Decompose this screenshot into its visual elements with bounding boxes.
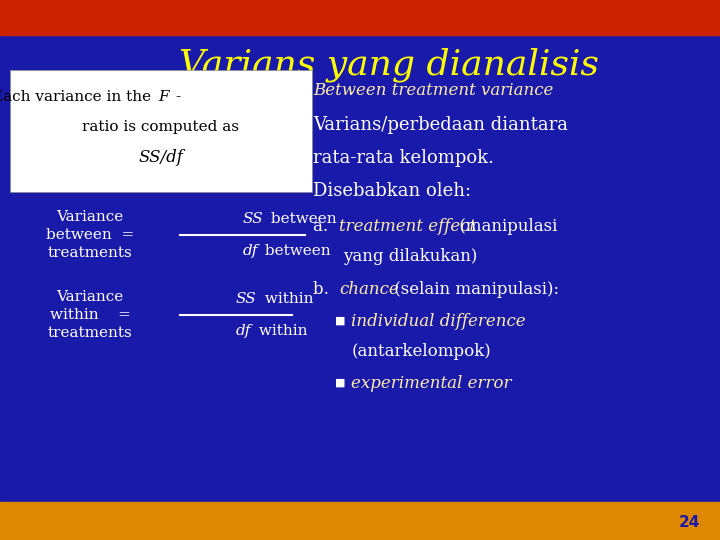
Text: treatment effect: treatment effect — [339, 218, 477, 234]
Text: (antarkelompok): (antarkelompok) — [351, 342, 491, 360]
Text: chance: chance — [339, 281, 399, 298]
Text: within: within — [254, 324, 307, 338]
Text: Each variance in the: Each variance in the — [0, 90, 156, 104]
Text: Disebabkan oleh:: Disebabkan oleh: — [313, 182, 472, 200]
Text: ■: ■ — [336, 316, 346, 326]
Text: Variance: Variance — [56, 290, 124, 304]
Text: within    =: within = — [50, 308, 130, 322]
Text: SS/df: SS/df — [138, 148, 184, 166]
Text: ratio is computed as: ratio is computed as — [83, 120, 240, 134]
Text: between  =: between = — [46, 228, 134, 242]
Text: Varians/perbedaan diantara: Varians/perbedaan diantara — [313, 116, 568, 134]
Text: Varians yang dianalisis: Varians yang dianalisis — [179, 48, 599, 82]
Text: rata-rata kelompok.: rata-rata kelompok. — [313, 149, 494, 167]
Text: df: df — [243, 244, 258, 258]
Text: between: between — [266, 212, 337, 226]
Text: treatments: treatments — [48, 246, 132, 260]
Text: yang dilakukan): yang dilakukan) — [343, 248, 477, 265]
Text: between: between — [261, 244, 331, 258]
Text: SS: SS — [243, 212, 264, 226]
Bar — [0, 0, 720, 35]
Text: b.: b. — [313, 281, 334, 298]
Text: experimental error: experimental error — [351, 375, 512, 392]
Text: (manipulasi: (manipulasi — [454, 218, 557, 234]
Text: treatments: treatments — [48, 326, 132, 340]
Text: F: F — [158, 90, 168, 104]
Bar — [0, 502, 720, 540]
Text: (selain manipulasi):: (selain manipulasi): — [390, 281, 559, 298]
FancyBboxPatch shape — [10, 70, 312, 192]
Text: -: - — [175, 90, 180, 104]
Text: Variance: Variance — [56, 210, 124, 224]
Text: df: df — [236, 324, 251, 338]
Text: ■: ■ — [336, 378, 346, 388]
Text: a.: a. — [313, 218, 333, 234]
Text: within: within — [260, 292, 313, 306]
Text: SS: SS — [236, 292, 257, 306]
Text: 24: 24 — [679, 516, 700, 530]
Text: Between treatment variance: Between treatment variance — [313, 82, 554, 99]
Text: individual difference: individual difference — [351, 313, 526, 329]
